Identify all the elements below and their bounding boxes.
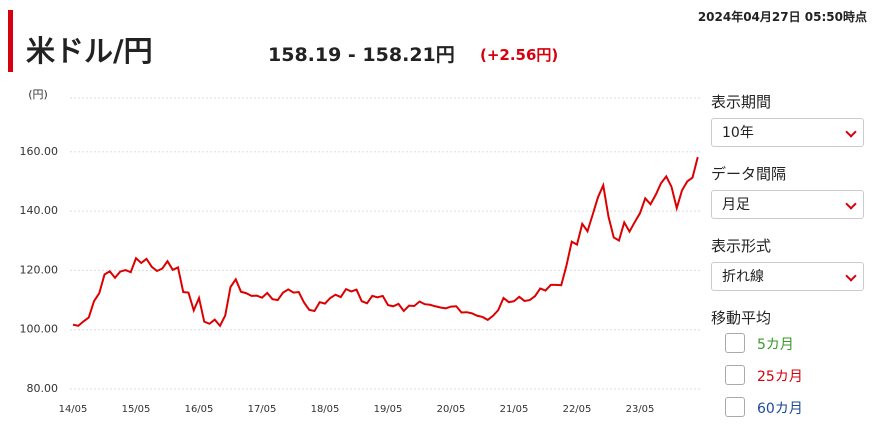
- x-tick-label: 15/05: [122, 404, 151, 415]
- select[interactable]: 10年: [711, 118, 864, 147]
- y-tick-label: 100.00: [20, 323, 59, 336]
- y-tick-label: 140.00: [20, 204, 59, 217]
- x-tick-label: 22/05: [563, 404, 592, 415]
- select[interactable]: 月足: [711, 190, 864, 219]
- change: (+2.56円): [480, 46, 559, 64]
- label: 表示形式: [711, 237, 772, 255]
- y-tick-label: 160.00: [20, 145, 59, 158]
- checkbox-label[interactable]: 25カ月: [757, 369, 803, 385]
- timestamp: 2024年04月27日 05:50時点: [697, 10, 867, 24]
- price: 158.19 - 158.21円: [268, 44, 455, 66]
- x-tick-label: 18/05: [311, 404, 340, 415]
- y-unit: (円): [28, 88, 48, 101]
- x-tick-label: 19/05: [374, 404, 403, 415]
- checkbox[interactable]: [725, 333, 745, 353]
- label: 移動平均: [711, 309, 772, 327]
- checkbox-label[interactable]: 5カ月: [757, 337, 794, 353]
- x-tick-label: 14/05: [59, 404, 88, 415]
- checkbox[interactable]: [725, 397, 745, 417]
- y-tick-label: 120.00: [20, 263, 59, 276]
- x-tick-label: 23/05: [626, 404, 655, 415]
- x-tick-label: 21/05: [500, 404, 529, 415]
- select[interactable]: 折れ線: [711, 262, 864, 291]
- accent-bar: [8, 10, 13, 72]
- x-tick-label: 17/05: [248, 404, 277, 415]
- label: 表示期間: [711, 93, 772, 111]
- label: データ間隔: [711, 165, 787, 183]
- x-tick-label: 20/05: [437, 404, 466, 415]
- chart: (円) 80.00 100.00 120.00 140.00 160.00 14/05 15…: [20, 88, 700, 415]
- y-tick-label: 80.00: [27, 382, 59, 395]
- title: 米ドル/円: [26, 34, 153, 68]
- checkbox-label[interactable]: 60カ月: [757, 401, 803, 417]
- price-line: [72, 156, 699, 328]
- x-tick-label: 16/05: [185, 404, 214, 415]
- checkbox[interactable]: [725, 365, 745, 385]
